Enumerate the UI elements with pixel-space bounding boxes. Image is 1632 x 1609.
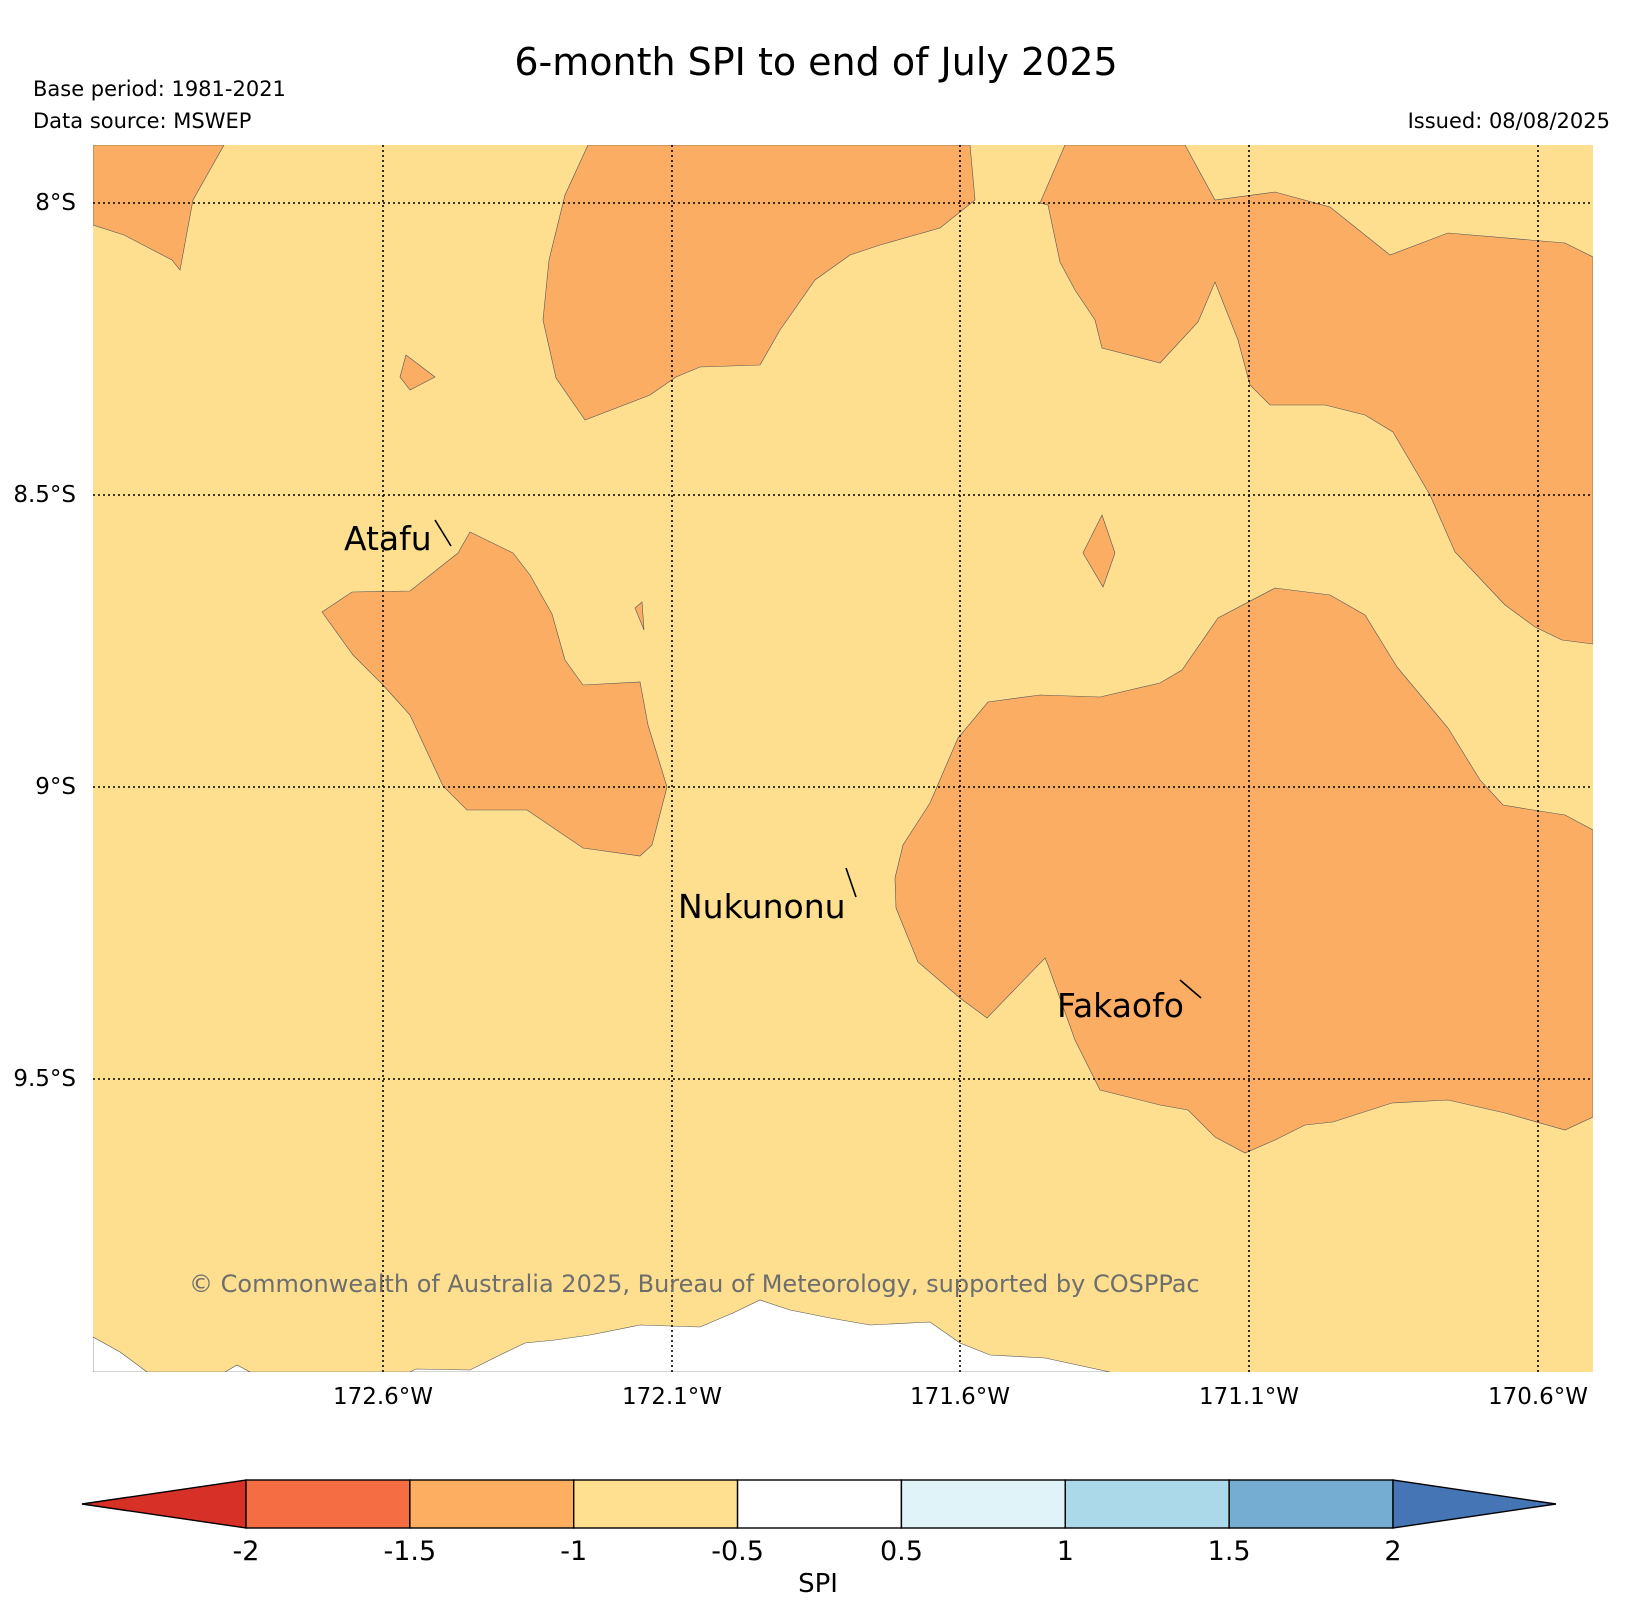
issued-date: Issued: 08/08/2025 bbox=[1407, 109, 1610, 133]
colorbar-segment bbox=[900, 1479, 1066, 1529]
spi-band-orange-region bbox=[399, 354, 436, 391]
spi-band-orange-region bbox=[894, 587, 1593, 1154]
colorbar-tick-label: -2 bbox=[233, 1536, 260, 1567]
colorbar-segment bbox=[245, 1479, 411, 1529]
copyright-notice: © Commonwealth of Australia 2025, Bureau… bbox=[189, 1270, 1200, 1298]
colorbar-tick-label: -0.5 bbox=[711, 1536, 764, 1567]
spi-band-orange-region bbox=[1039, 145, 1593, 645]
place-label-fakaofo: Fakaofo bbox=[1057, 986, 1184, 1025]
spi-band-orange-region bbox=[542, 145, 976, 421]
colorbar-tick-label: -1.5 bbox=[384, 1536, 437, 1567]
lon-label: 171.1°W bbox=[1199, 1384, 1299, 1410]
nukunonu-atoll-mark bbox=[845, 867, 857, 898]
colorbar-tick-label: 1 bbox=[1057, 1536, 1074, 1567]
lat-label: 9°S bbox=[35, 774, 76, 800]
lon-label: 171.6°W bbox=[910, 1384, 1010, 1410]
base-period-note: Base period: 1981-2021 bbox=[33, 77, 286, 101]
colorbar-tick-label: 2 bbox=[1384, 1536, 1401, 1567]
lat-label: 8°S bbox=[35, 190, 76, 216]
colorbar-tick-label: 1.5 bbox=[1208, 1536, 1251, 1567]
no-data-region bbox=[93, 1299, 1111, 1372]
place-label-nukunonu: Nukunonu bbox=[678, 887, 846, 926]
lon-label: 170.6°W bbox=[1488, 1384, 1588, 1410]
spi-band-orange-region bbox=[634, 601, 645, 631]
place-label-atafu: Atafu bbox=[344, 519, 432, 558]
spi-band-orange-region bbox=[93, 145, 225, 271]
lon-label: 172.6°W bbox=[333, 1384, 433, 1410]
fakaofo-atoll-mark bbox=[1179, 979, 1202, 999]
map-title: 6-month SPI to end of July 2025 bbox=[514, 40, 1118, 84]
colorbar-segment bbox=[1228, 1479, 1394, 1529]
atafu-atoll-mark bbox=[434, 519, 452, 547]
colorbar-extension-high bbox=[1392, 1479, 1557, 1529]
colorbar-segment bbox=[409, 1479, 575, 1529]
spi-band-orange-region bbox=[321, 531, 668, 857]
lon-label: 172.1°W bbox=[622, 1384, 722, 1410]
colorbar-extension-low bbox=[81, 1479, 247, 1529]
colorbar-tick-label: -1 bbox=[560, 1536, 587, 1567]
colorbar-segment bbox=[1064, 1479, 1230, 1529]
data-source-note: Data source: MSWEP bbox=[33, 109, 252, 133]
colorbar-segment bbox=[573, 1479, 739, 1529]
spi-band-orange-region bbox=[1082, 514, 1116, 588]
lat-label: 9.5°S bbox=[13, 1066, 76, 1092]
colorbar-segment bbox=[736, 1479, 903, 1529]
lat-label: 8.5°S bbox=[13, 482, 76, 508]
colorbar-label: SPI bbox=[798, 1569, 838, 1599]
colorbar-tick-label: 0.5 bbox=[880, 1536, 923, 1567]
graticule bbox=[93, 145, 1593, 1372]
